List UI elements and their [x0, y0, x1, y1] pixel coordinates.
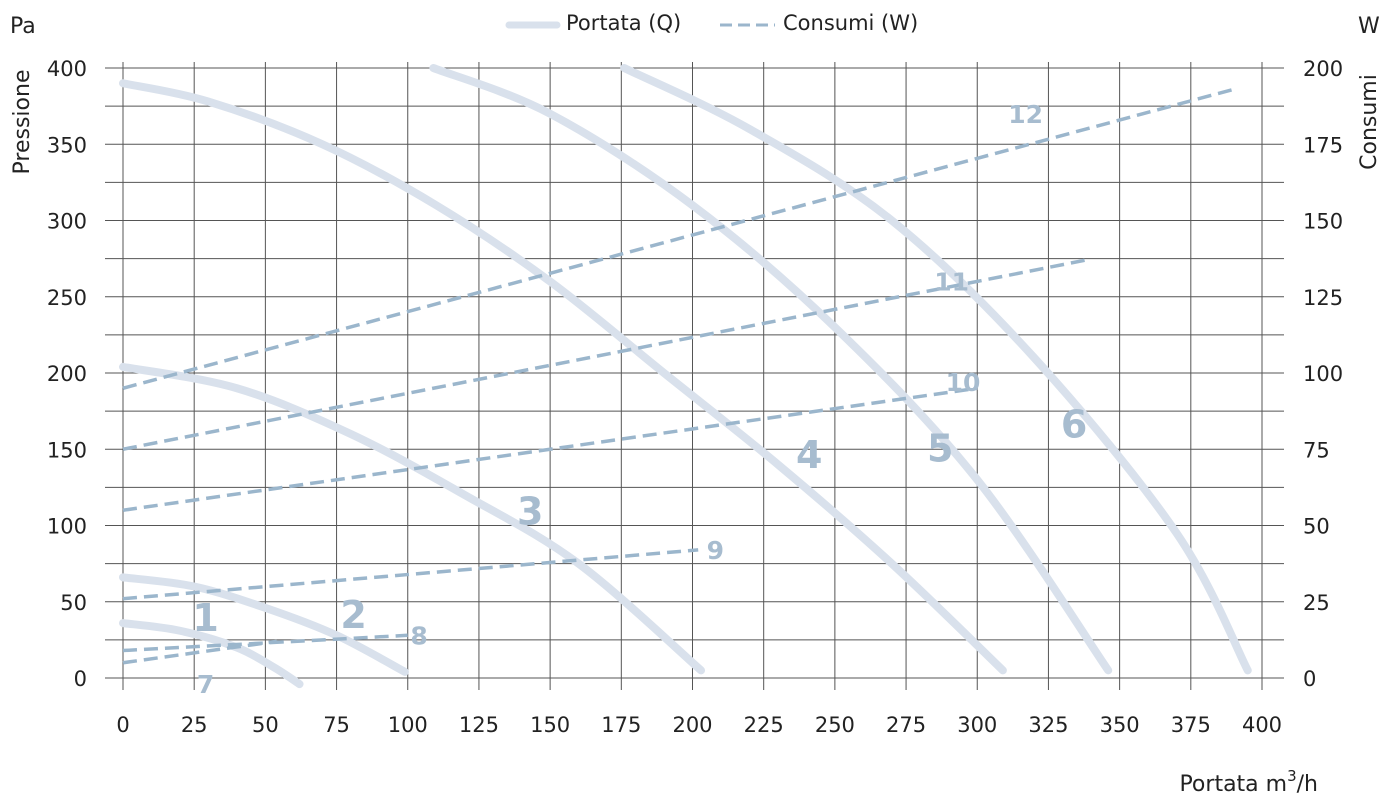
y2-tick-label: 125 [1303, 286, 1343, 310]
flow-curve-label: 1 [192, 596, 218, 640]
y-axis-title: Pressione [10, 70, 35, 175]
right-unit-label: W [1358, 14, 1380, 39]
y-tick-label: 350 [47, 133, 87, 157]
x-tick-label: 325 [1028, 713, 1068, 737]
tick-labels: 0 25 50 75 100 125 150 175 200 225 250 275 300 325 350… [47, 57, 1343, 737]
consumption-line-label: 11 [934, 268, 969, 297]
x-tick-label: 100 [388, 713, 428, 737]
x-tick-label: 75 [323, 713, 350, 737]
x-tick-label: 200 [672, 713, 712, 737]
x-tick-label: 275 [886, 713, 926, 737]
y-tick-label: 300 [47, 210, 87, 234]
flow-curves [119, 64, 1252, 689]
consumption-lines [122, 87, 1234, 665]
consumption-line-11 [122, 258, 1086, 451]
x-axis-title-superscript: 3 [1287, 767, 1297, 785]
flow-curve-4 [119, 79, 1007, 675]
x-tick-label: 350 [1100, 713, 1140, 737]
flow-curve-2 [119, 573, 409, 676]
x-tick-label: 125 [459, 713, 499, 737]
x-tick-label: 50 [252, 713, 279, 737]
x-tick-label: 25 [181, 713, 208, 737]
y-tick-label: 400 [47, 57, 87, 81]
flow-curve-label: 2 [340, 593, 366, 637]
y-tick-label: 100 [47, 515, 87, 539]
x-axis-title: Portata m3/h [1179, 767, 1318, 797]
consumption-line-9 [122, 548, 699, 601]
left-unit-label: Pa [10, 14, 36, 39]
x-tick-label: 375 [1171, 713, 1211, 737]
y2-tick-label: 50 [1303, 515, 1330, 539]
y-tick-label: 0 [74, 667, 87, 691]
legend-label-consumption: Consumi (W) [783, 11, 918, 35]
y2-tick-label: 200 [1303, 57, 1343, 81]
consumption-line-10 [122, 386, 978, 512]
flow-curve-label: 6 [1061, 402, 1087, 446]
y2-tick-label: 150 [1303, 210, 1343, 234]
y2-tick-label: 75 [1303, 438, 1330, 462]
y2-tick-label: 25 [1303, 591, 1330, 615]
y2-tick-label: 0 [1303, 667, 1316, 691]
x-tick-label: 175 [601, 713, 641, 737]
consumption-line-label: 7 [197, 670, 214, 699]
flow-curve-label: 5 [927, 427, 953, 471]
consumption-line-8 [122, 633, 408, 653]
flow-curve-label: 4 [796, 433, 822, 477]
consumption-line-label: 8 [410, 621, 427, 650]
x-tick-label: 0 [116, 713, 129, 737]
x-tick-label: 300 [957, 713, 997, 737]
y-tick-label: 150 [47, 438, 87, 462]
y2-tick-label: 100 [1303, 362, 1343, 386]
y-tick-label: 200 [47, 362, 87, 386]
consumption-line-label: 9 [707, 536, 724, 565]
legend-label-flow: Portata (Q) [566, 11, 681, 35]
consumption-line-label: 12 [1008, 100, 1043, 129]
x-tick-label: 150 [530, 713, 570, 737]
flow-curve-6 [620, 64, 1252, 675]
x-tick-label: 400 [1242, 713, 1282, 737]
consumption-line-12 [122, 87, 1234, 390]
legend: Portata (Q) Consumi (W) [505, 11, 918, 35]
y2-tick-label: 175 [1303, 133, 1343, 157]
grid [105, 62, 1284, 690]
y2-axis-title: Consumi [1357, 74, 1382, 170]
x-tick-label: 225 [744, 713, 784, 737]
x-axis-title-suffix: /h [1297, 772, 1318, 797]
y-tick-label: 250 [47, 286, 87, 310]
flow-curve-label: 3 [517, 489, 543, 533]
consumption-line-label: 10 [946, 368, 981, 397]
x-axis-title-main: Portata m [1179, 772, 1287, 797]
y-tick-label: 50 [60, 591, 87, 615]
x-tick-label: 250 [815, 713, 855, 737]
flow-curve-5 [429, 64, 1113, 675]
